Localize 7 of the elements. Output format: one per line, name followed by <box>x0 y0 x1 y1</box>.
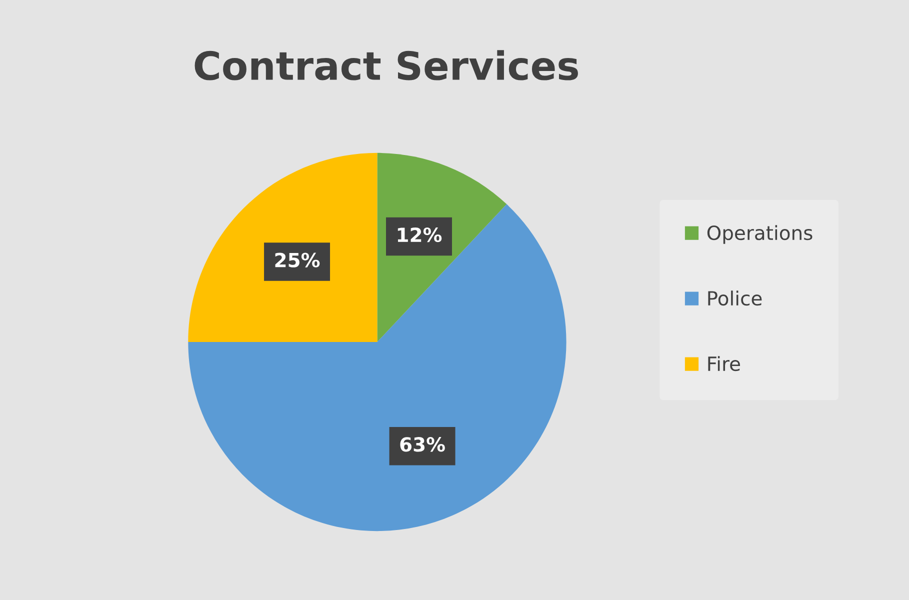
data-label: 63% <box>400 437 445 452</box>
legend-label: Fire <box>708 356 740 372</box>
legend-label: Police <box>708 290 762 306</box>
legend-label: Operations <box>707 225 812 244</box>
data-label: 25% <box>275 252 320 268</box>
data-label: 12% <box>398 227 442 242</box>
chart-title: Contract Services <box>194 50 578 80</box>
